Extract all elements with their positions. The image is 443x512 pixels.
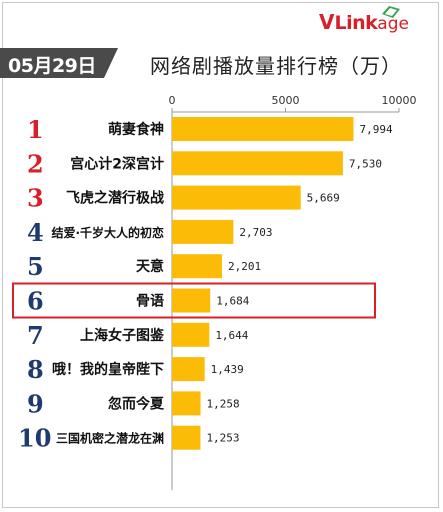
date-badge	[0, 48, 118, 78]
bar	[172, 322, 210, 347]
highlight-box	[12, 282, 376, 319]
vlinkage-logo: VLinkage	[319, 10, 409, 40]
bar	[172, 219, 234, 244]
logo-age: age	[377, 14, 409, 34]
bar	[172, 357, 205, 382]
category-label: 结爱·千岁大人的初恋	[51, 225, 164, 240]
rank-number: 2	[27, 149, 44, 178]
logo-link: Link	[334, 12, 378, 34]
category-label: 哦！我的皇帝陛下	[52, 361, 164, 378]
value-label: 7,994	[359, 123, 392, 136]
bar	[172, 391, 201, 416]
bar	[172, 288, 211, 313]
value-label: 1,644	[215, 329, 248, 342]
x-tick-label: 10000	[382, 94, 417, 107]
rank-number: 1	[27, 115, 44, 144]
bar	[172, 425, 201, 450]
value-label: 1,258	[207, 397, 240, 410]
category-label: 骨语	[136, 293, 164, 310]
date-label: 05月29日	[8, 55, 96, 77]
value-label: 1,684	[216, 295, 249, 308]
category-label: 三国机密之潜龙在渊	[56, 431, 164, 446]
rank-number: 9	[27, 389, 44, 418]
logo-v: V	[319, 10, 335, 34]
value-label: 2,703	[239, 226, 272, 239]
rank-number: 3	[27, 184, 44, 213]
rank-number: 5	[27, 252, 44, 281]
category-label: 上海女子图鉴	[80, 327, 165, 344]
category-label: 宫心计2深宫计	[70, 155, 164, 172]
rank-number: 8	[27, 355, 44, 384]
category-label: 萌妻食神	[108, 121, 164, 138]
value-label: 5,669	[307, 192, 340, 205]
value-label: 1,253	[206, 432, 239, 445]
bar	[172, 185, 301, 210]
rank-number: 10	[18, 424, 51, 453]
value-label: 7,530	[349, 157, 382, 170]
logo-mark-icon	[382, 6, 400, 18]
x-tick-label: 5000	[272, 94, 300, 107]
rank-number: 6	[27, 287, 44, 316]
bar	[172, 151, 343, 176]
value-label: 1,439	[211, 363, 244, 376]
chart-title: 网络剧播放量排行榜（万）	[150, 54, 402, 78]
category-label: 飞虎之潜行极战	[66, 190, 164, 207]
rank-number: 7	[27, 321, 44, 350]
category-label: 天意	[136, 258, 164, 275]
x-tick-label: 0	[169, 94, 176, 107]
value-label: 2,201	[228, 260, 261, 273]
category-label: 忽而今夏	[108, 395, 165, 412]
bar	[172, 254, 222, 279]
bar	[172, 117, 354, 141]
chart-frame	[2, 2, 439, 508]
rank-number: 4	[27, 218, 44, 247]
